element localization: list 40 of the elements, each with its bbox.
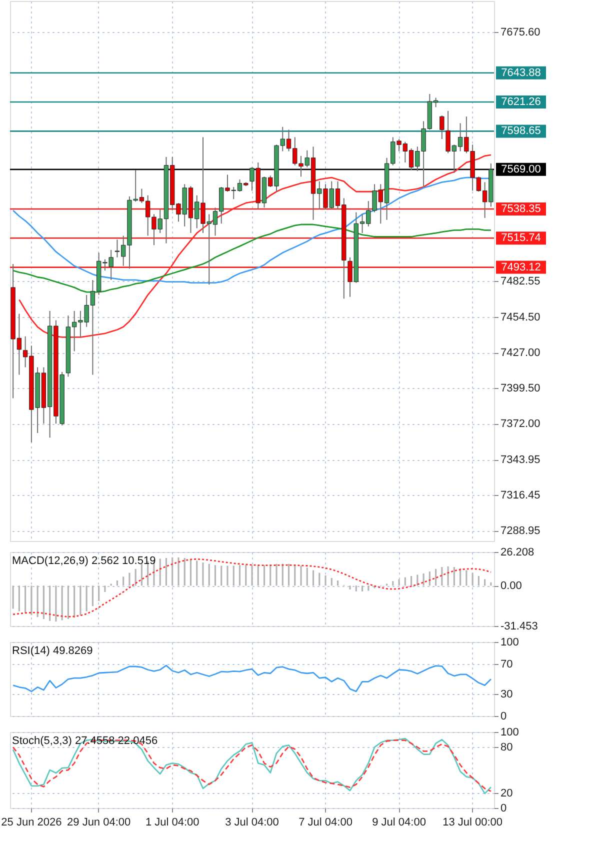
ref-line-label: 7515.74 [501,232,541,244]
y-tick-label: 7372.00 [500,418,540,430]
y-tick-label: 80 [500,742,513,754]
y-tick-label: 26.208 [500,546,534,558]
y-tick-label: 0.00 [500,580,522,592]
y-tick-label: 70 [500,658,513,671]
line-series [18,154,492,338]
x-tick-label: 9 Jul 04:00 [372,816,426,828]
ref-line-label: 7643.88 [501,66,541,79]
ref-line-label: 7621.26 [501,96,541,108]
x-tick-label: 1 Jul 04:00 [145,816,200,828]
x-tick-label: 13 Jul 00:00 [442,816,503,828]
ref-line-label: 7538.35 [501,202,541,215]
ref-line-label: 7569.00 [501,163,541,176]
ref-line-label: 7598.65 [501,125,541,138]
line-series [12,664,492,692]
chart-title: MACD(12,26,9) 2.562 10.519 [12,555,156,567]
y-tick-label: 7399.50 [500,382,540,395]
y-tick-label: 7427.00 [500,347,540,360]
y-tick-label: 30 [500,688,513,700]
x-tick-label: 25 Jun 2026 [1,816,62,828]
y-tick-label: -31.453 [500,620,538,632]
line-series [12,558,492,618]
y-tick-label: 7316.45 [500,490,540,502]
y-tick-label: 20 [500,787,513,800]
y-tick-label: 7288.95 [500,525,540,538]
chart-title: RSI(14) 49.8269 [12,645,93,657]
y-tick-label: 7675.60 [500,26,540,38]
y-tick-label: 7454.50 [500,312,540,324]
y-tick-label: 7343.95 [500,454,540,466]
candlestick [440,115,444,140]
x-tick-label: 29 Jun 04:00 [67,816,131,828]
ref-line-label: 7493.12 [501,261,541,274]
y-tick-label: 7482.55 [500,275,540,288]
y-tick-label: 100 [500,726,519,738]
x-tick-label: 3 Jul 04:00 [225,816,279,828]
y-tick-label: 0 [500,802,507,814]
y-tick-label: 100 [500,636,519,648]
y-tick-label: 0 [500,710,507,722]
x-tick-label: 7 Jul 04:00 [298,816,352,828]
